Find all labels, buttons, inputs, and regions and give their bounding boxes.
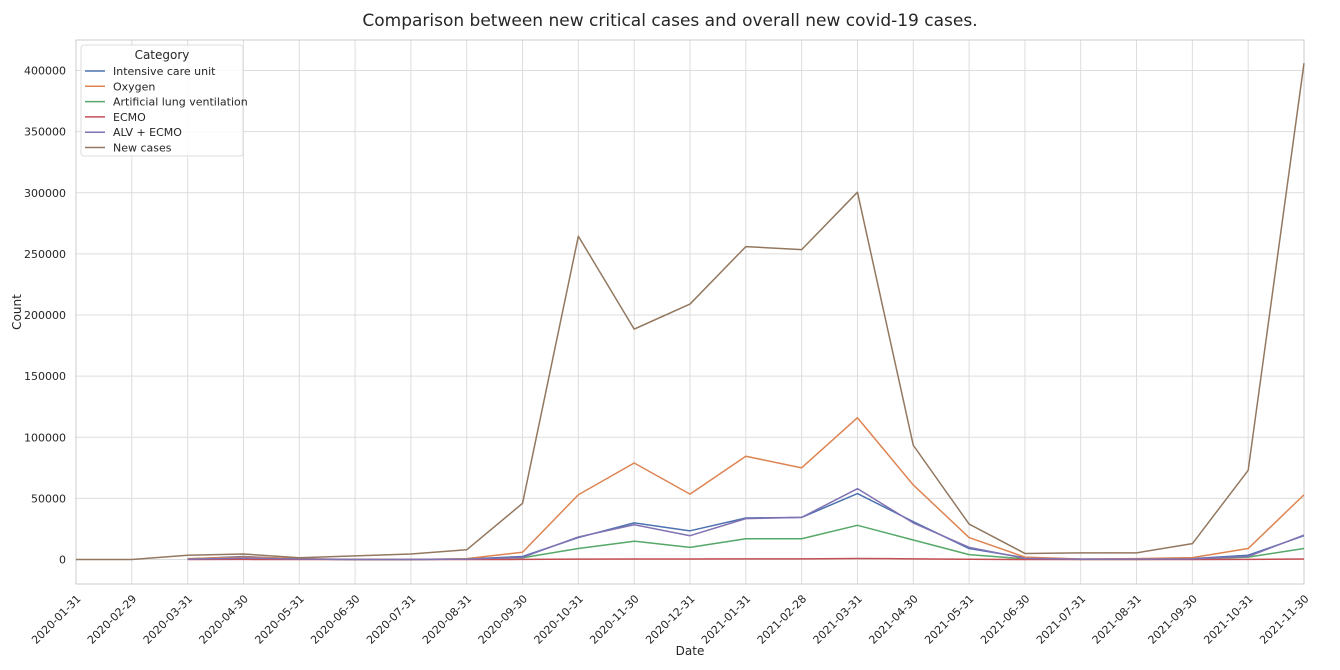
x-tick-label: 2021-10-31 xyxy=(1201,592,1255,646)
x-tick-label: 2020-05-31 xyxy=(252,592,306,646)
y-tick-label: 400000 xyxy=(24,65,66,78)
x-tick-label: 2020-06-30 xyxy=(308,592,362,646)
x-tick-label: 2021-11-30 xyxy=(1257,592,1311,646)
y-tick-label: 100000 xyxy=(24,431,66,444)
y-axis-label: Count xyxy=(10,294,24,330)
y-axis-ticks: 0 50000 100000 150000 200000 250000 300000 3500… xyxy=(24,65,66,567)
x-tick-label: 2021-04-30 xyxy=(866,592,920,646)
y-tick-label: 250000 xyxy=(24,248,66,261)
x-tick-label: 2020-01-31 xyxy=(29,592,83,646)
legend-item-label: Artificial lung ventilation xyxy=(113,96,248,109)
x-tick-label: 2021-02-28 xyxy=(755,592,809,646)
legend-item-label: New cases xyxy=(113,142,172,155)
y-tick-label: 150000 xyxy=(24,370,66,383)
y-tick-label: 50000 xyxy=(31,492,66,505)
x-tick-label: 2020-04-30 xyxy=(197,592,251,646)
grid xyxy=(75,40,1305,584)
y-tick-label: 200000 xyxy=(24,309,66,322)
legend: Category Intensive care unit Oxygen Artifi… xyxy=(80,44,248,157)
series-line-alv-ecmo xyxy=(187,487,1305,561)
y-tick-label: 350000 xyxy=(24,126,66,139)
x-tick-label: 2021-09-30 xyxy=(1146,592,1200,646)
legend-title: Category xyxy=(135,48,190,62)
x-tick-label: 2020-10-31 xyxy=(532,592,586,646)
legend-item-label: ALV + ECMO xyxy=(113,126,182,139)
x-tick-label: 2020-07-31 xyxy=(364,592,418,646)
legend-item-label: Intensive care unit xyxy=(113,65,216,78)
x-tick-label: 2021-01-31 xyxy=(699,592,753,646)
y-tick-label: 300000 xyxy=(24,187,66,200)
x-axis-ticks: 2020-01-31 2020-02-29 2020-03-31 2020-04-30… xyxy=(29,592,1311,646)
x-tick-label: 2020-11-30 xyxy=(587,592,641,646)
x-tick-label: 2021-07-31 xyxy=(1034,592,1088,646)
x-tick-label: 2020-09-30 xyxy=(476,592,530,646)
x-tick-label: 2021-05-31 xyxy=(922,592,976,646)
x-tick-label: 2020-08-31 xyxy=(420,592,474,646)
x-tick-label: 2020-02-29 xyxy=(85,592,139,646)
y-tick-label: 0 xyxy=(59,554,66,567)
x-tick-label: 2021-08-31 xyxy=(1090,592,1144,646)
legend-box xyxy=(80,44,244,157)
legend-items: Intensive care unit Oxygen Artificial lung… xyxy=(85,65,248,155)
x-tick-label: 2021-03-31 xyxy=(811,592,865,646)
legend-item-label: Oxygen xyxy=(113,80,155,93)
chart-title: Comparison between new critical cases an… xyxy=(362,11,977,31)
x-tick-label: 2021-06-30 xyxy=(978,592,1032,646)
plot-frame xyxy=(75,39,1305,585)
legend-item-label: ECMO xyxy=(113,111,146,124)
x-tick-label: 2020-03-31 xyxy=(141,592,195,646)
series-lines xyxy=(76,63,1305,561)
x-tick-label: 2020-12-31 xyxy=(643,592,697,646)
x-axis-label: Date xyxy=(676,644,705,658)
series-line-new-cases xyxy=(76,63,1305,561)
